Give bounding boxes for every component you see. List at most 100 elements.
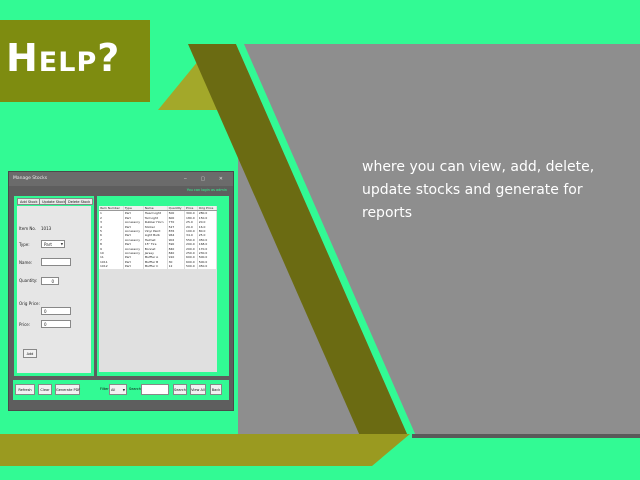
table-cell: 15" Tire: [143, 242, 168, 247]
quantity-label: Quantity:: [19, 278, 38, 283]
table-cell: Accessory: [123, 237, 144, 243]
table-row[interactable]: 1011 Part Muffler B 30 600.0 500.0: [99, 259, 218, 265]
name-field[interactable]: [41, 258, 71, 266]
table-cell: 25.0: [197, 233, 218, 238]
table-cell: 770: [167, 220, 186, 225]
view-all-button[interactable]: View All: [190, 384, 206, 395]
tab-add-stock[interactable]: Add Stock: [17, 198, 41, 205]
table-cell: 902: [167, 237, 186, 243]
table-cell: 5: [99, 229, 124, 234]
tab-delete-stock[interactable]: Delete Stock: [65, 198, 94, 205]
price-value: 0: [44, 322, 47, 327]
quantity-value: 0: [51, 279, 54, 284]
table-header-cell[interactable]: Name: [143, 206, 168, 212]
table-header-cell[interactable]: Quantity: [167, 206, 186, 212]
table-cell: Part: [123, 210, 144, 216]
table-cell: 11: [99, 255, 124, 260]
table-cell: 876: [167, 229, 186, 234]
window-titlebar: Manage Stocks ‒ ▢ ✕: [9, 172, 233, 186]
price-field[interactable]: 0: [41, 320, 71, 328]
form-area: Item No. 1013 Type: Part ▼ Name: Quantity…: [17, 206, 91, 373]
table-cell: 34.0: [184, 233, 198, 238]
help-banner: [0, 20, 150, 102]
table-row[interactable]: 6 Part Light Bulb 964 34.0 25.0: [99, 233, 218, 238]
table-cell: 80.0: [197, 229, 218, 234]
table-cell: 550.0: [184, 237, 198, 243]
table-header-cell[interactable]: Item Number: [99, 206, 124, 212]
table-cell: Part: [123, 233, 144, 238]
filter-select[interactable]: All ▼: [109, 384, 127, 395]
table-cell: 200.0: [184, 246, 198, 252]
table-cell: Muffler B: [143, 259, 168, 265]
table-row[interactable]: 1012 Part Muffler C 12 500.0 450.0: [99, 264, 218, 269]
table-cell: 527: [167, 224, 186, 230]
search-label: Search:: [129, 387, 143, 391]
table-row[interactable]: 8 Part 15" Tire 590 200.0 168.0: [99, 242, 218, 247]
table-header-cell[interactable]: Price: [184, 206, 198, 212]
table-cell: 500.0: [184, 264, 198, 269]
type-select[interactable]: Part ▼: [41, 240, 65, 248]
type-select-value: Part: [44, 242, 52, 247]
table-row[interactable]: 2 Part Tail Light 600 180.0 150.0: [99, 215, 218, 221]
back-button[interactable]: Back: [210, 384, 222, 395]
table-cell: 450.0: [197, 237, 218, 243]
table-cell: Tail Light: [143, 215, 168, 221]
table-scroll-area[interactable]: Item Number Type Name Quantity Price Orig Pri…: [99, 206, 218, 372]
table-cell: 1: [99, 210, 124, 216]
table-cell: 1012: [99, 264, 124, 269]
table-cell: 600: [167, 215, 186, 221]
table-cell: Helmet: [143, 237, 168, 243]
quantity-stepper[interactable]: 0: [41, 277, 59, 285]
item-no-label: Item No.: [19, 226, 37, 231]
table-cell: Muffler C: [143, 264, 168, 269]
table-cell: 300.0: [184, 210, 198, 216]
orig-price-value: 0: [44, 309, 47, 314]
table-cell: 600.0: [184, 259, 198, 265]
table-header-cell[interactable]: Orig Price: [197, 206, 218, 212]
table-row[interactable]: 3 Accessory Rubber Horn 770 25.0 20.0: [99, 220, 218, 225]
grey-panel: [238, 44, 640, 436]
table-header-cell[interactable]: Type: [123, 206, 144, 212]
table-cell: 150.0: [197, 215, 218, 221]
table-cell: Sticker: [143, 224, 168, 230]
table-cell: 500.0: [197, 259, 218, 265]
window-controls[interactable]: ‒ ▢ ✕: [183, 176, 229, 182]
table-cell: Rubber Horn: [143, 220, 168, 225]
login-note: You can login as admin: [186, 188, 227, 192]
table-cell: 500: [167, 210, 186, 216]
generate-pdf-button[interactable]: Generate PDF: [55, 384, 80, 395]
search-input[interactable]: [141, 384, 169, 395]
table-cell: 16.0: [197, 224, 218, 230]
stock-table: Item Number Type Name Quantity Price Orig Pri…: [99, 206, 218, 269]
table-cell: 200.0: [184, 242, 198, 247]
table-row[interactable]: 4 Part Sticker 527 20.0 16.0: [99, 224, 218, 230]
table-row[interactable]: 1 Part Head Light 500 300.0 280.0: [99, 210, 218, 216]
table-cell: 168.0: [197, 242, 218, 247]
table-row[interactable]: 11 Part Muffler A 910 600.0 500.0: [99, 255, 218, 260]
table-cell: Vinyl Paint: [143, 229, 168, 234]
table-cell: Part: [123, 259, 144, 265]
refresh-button[interactable]: Refresh: [15, 384, 35, 395]
table-cell: 180.0: [184, 215, 198, 221]
table-row[interactable]: 10 Accessory Jersey 840 250.0 230.0: [99, 251, 218, 256]
table-cell: 170.0: [197, 246, 218, 252]
stock-table-panel: Item Number Type Name Quantity Price Orig Pri…: [97, 196, 229, 376]
table-row[interactable]: 7 Accessory Helmet 902 550.0 450.0: [99, 237, 218, 243]
table-cell: Head Light: [143, 210, 168, 216]
table-cell: 30: [167, 259, 186, 265]
table-body: 1 Part Head Light 500 300.0 280.0 2 Part Tail Li…: [99, 210, 218, 269]
table-cell: 2: [99, 215, 124, 221]
search-button[interactable]: Search: [173, 384, 187, 395]
table-cell: Part: [123, 224, 144, 230]
table-cell: 450.0: [197, 264, 218, 269]
chevron-down-icon: ▼: [122, 388, 125, 392]
table-cell: 840: [167, 246, 186, 252]
table-cell: Accessory: [123, 229, 144, 234]
clear-button[interactable]: Clear: [38, 384, 52, 395]
olive-bottom-band: [0, 434, 410, 466]
table-row[interactable]: 5 Accessory Vinyl Paint 876 100.0 80.0: [99, 229, 218, 234]
table-row[interactable]: 9 Accessory Bonnet 840 200.0 170.0: [99, 246, 218, 252]
orig-price-field[interactable]: 0: [41, 307, 71, 315]
add-button[interactable]: Add: [23, 349, 37, 358]
table-cell: 7: [99, 237, 124, 243]
